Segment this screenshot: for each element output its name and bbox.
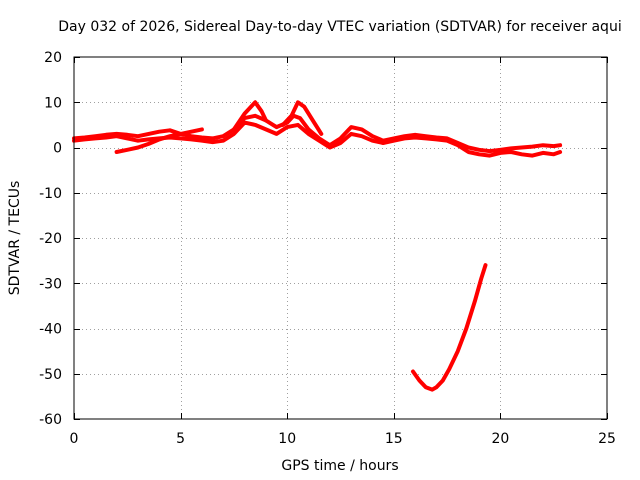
x-tick-label: 15 [385,431,403,447]
y-tick-label: -40 [39,322,62,338]
series-line-dip-17 [411,263,488,392]
y-tick-label: -20 [39,231,62,247]
x-tick-label: 25 [598,431,616,447]
series-line-spike-10 [280,100,324,136]
y-tick-label: 20 [44,50,62,66]
y-axis-label: SDTVAR / TECUs [7,181,23,296]
y-tick-label: 0 [53,141,62,157]
x-tick-label: 0 [70,431,79,447]
y-tick-label: -30 [39,276,62,292]
x-tick-label: 10 [278,431,296,447]
x-tick-label: 5 [176,431,185,447]
y-tick-label: 10 [44,95,62,111]
grid-layer [74,57,607,419]
series-line-spike-8 [231,100,268,132]
series-line-main-band-upper [72,113,563,154]
x-tick-label: 20 [491,431,509,447]
chart-title: Day 032 of 2026, Sidereal Day-to-day VTE… [58,19,621,35]
x-axis-label: GPS time / hours [281,458,398,474]
series-line-secondary-arc [114,127,204,154]
y-tick-label: -60 [39,412,62,428]
y-tick-label: -50 [39,367,62,383]
y-tick-label: -10 [39,186,62,202]
series-layer [72,100,563,392]
tick-layer: 0 5 10 15 20 25 20 10 0 -10 -20 -30 -40 -50 -60 [39,50,616,447]
